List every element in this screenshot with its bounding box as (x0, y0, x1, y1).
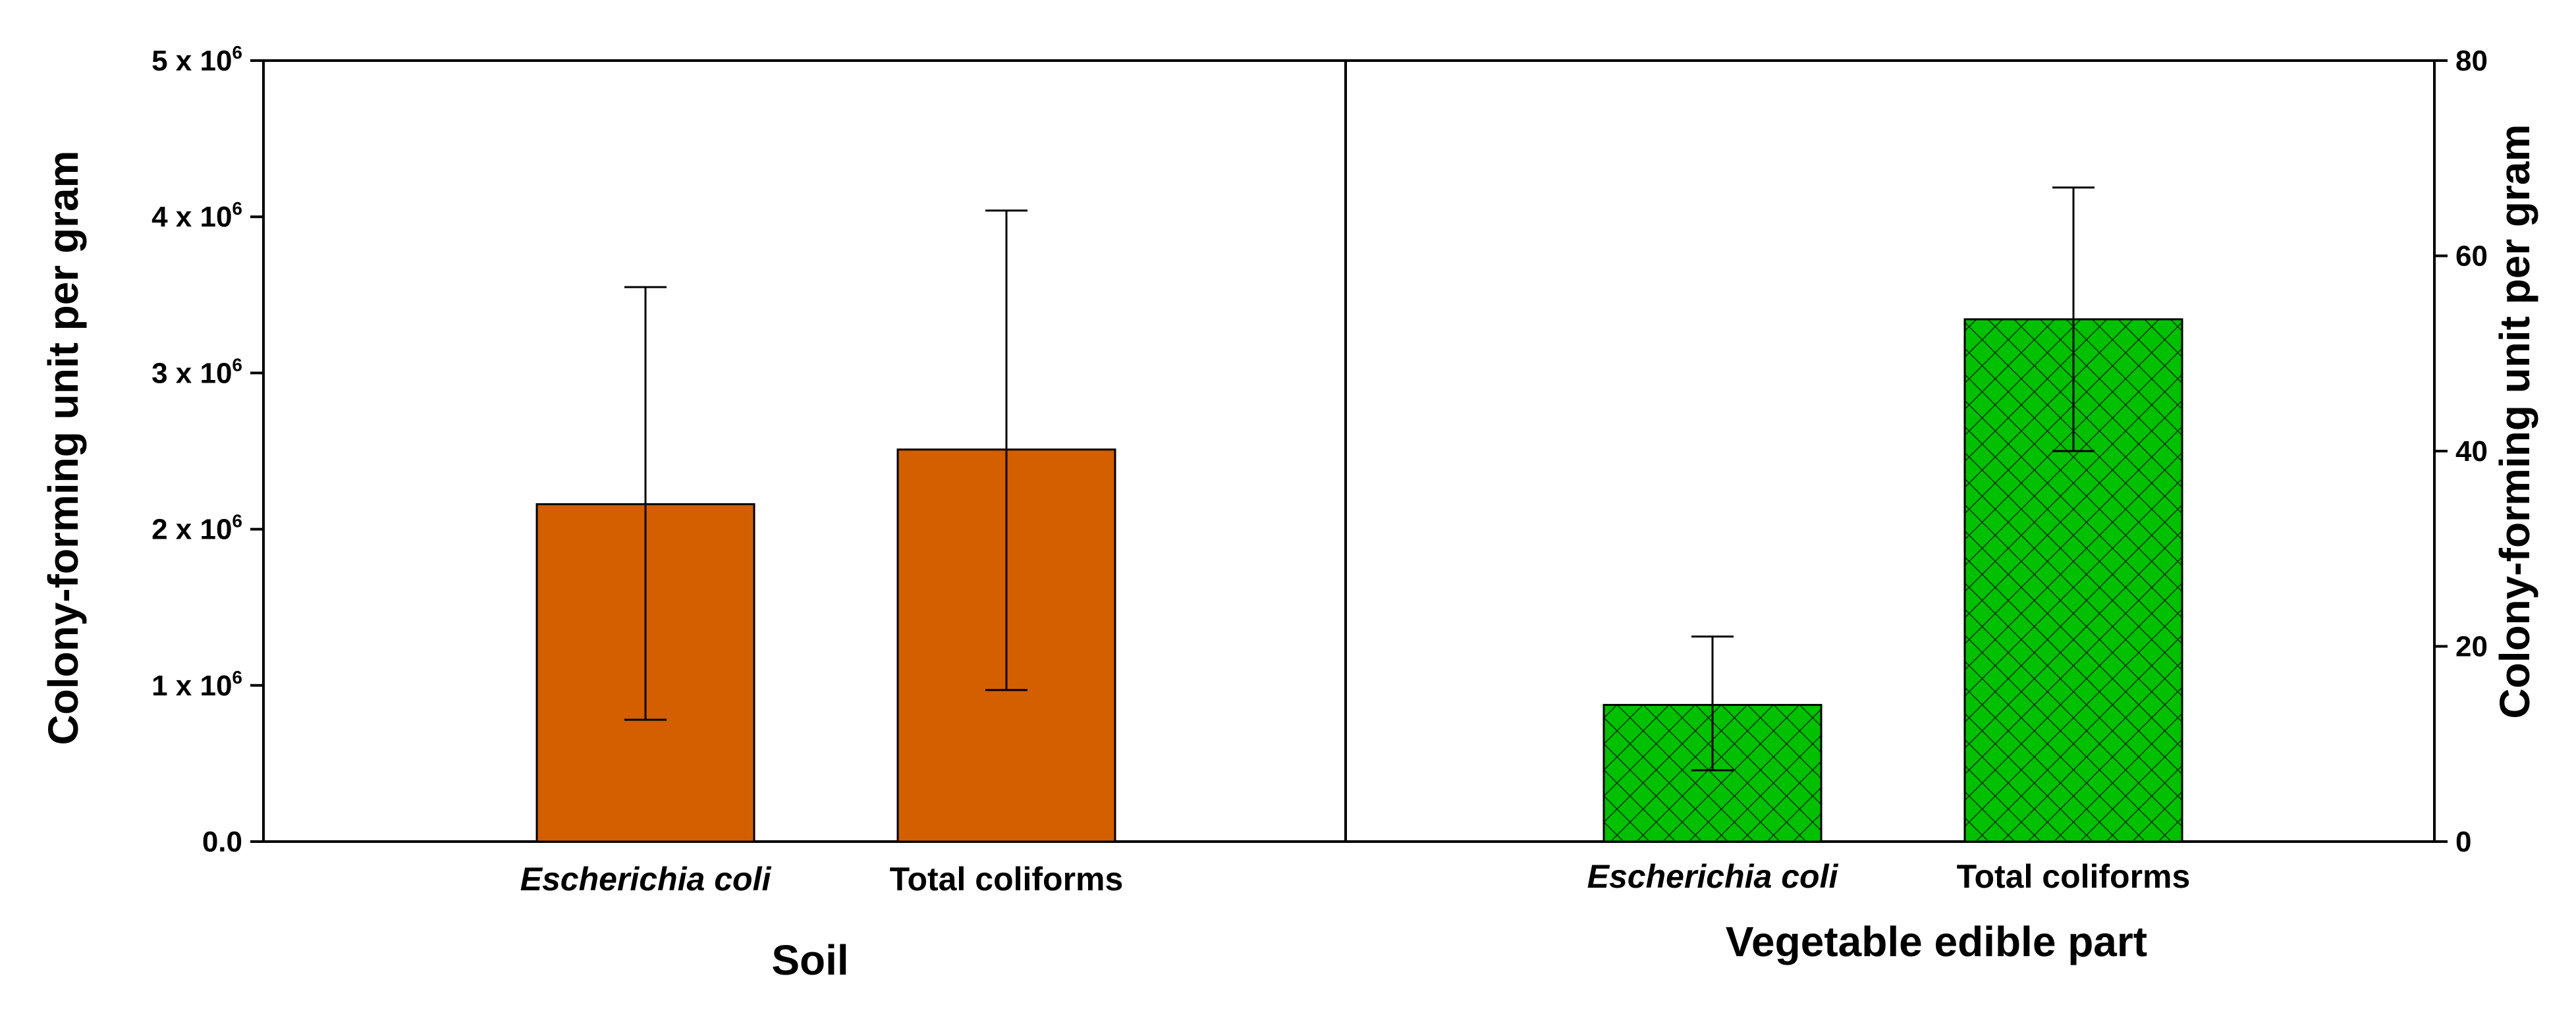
vegetable-panel: 0 20 40 60 80 Escherichia coli Total coliforms… (1344, 45, 2488, 965)
y-tick-label-base: 2 x 10 (151, 514, 232, 546)
panel-title: Vegetable edible part (1726, 918, 2147, 965)
category-label: Total coliforms (1957, 858, 2191, 895)
y-tick-label-base: 3 x 10 (151, 357, 232, 389)
y-tick-label-exponent: 6 (232, 198, 242, 219)
category-label: Escherichia coli (520, 861, 772, 898)
y-tick-label: 2 x 106 (151, 511, 242, 546)
plot-frame (1344, 59, 2436, 843)
y-tick-label-exponent: 6 (232, 511, 242, 531)
y-tick-label-base: 20 (2455, 631, 2488, 663)
y-tick-label: 3 x 106 (151, 354, 242, 389)
y-tick-label: 0 (2455, 826, 2471, 858)
y-tick-label-base: 5 x 10 (151, 45, 232, 77)
plot-frame (262, 59, 1347, 843)
y-tick-label: 60 (2455, 240, 2488, 273)
y-tick-label-exponent: 6 (232, 667, 242, 687)
category-label: Escherichia coli (1587, 858, 1839, 895)
y-tick-label: 1 x 106 (151, 667, 242, 702)
y-tick-label-exponent: 6 (232, 354, 242, 375)
category-label: Total coliforms (890, 861, 1124, 898)
y-tick-label: 4 x 106 (151, 198, 242, 233)
y-tick-label-exponent: 6 (232, 42, 242, 63)
y-tick-label: 80 (2455, 45, 2488, 77)
y-tick-label-base: 0 (2455, 826, 2471, 858)
y-tick-label: 40 (2455, 435, 2488, 468)
y-tick-label: 5 x 106 (151, 42, 242, 77)
panel-title: Soil (771, 936, 848, 984)
y-tick-label-base: 40 (2455, 435, 2488, 468)
y-tick-label-base: 4 x 10 (151, 201, 232, 233)
left-y-axis-title: Colony-forming unit per gram (40, 150, 87, 745)
y-tick-label-base: 0.0 (202, 826, 242, 858)
right-y-axis-title: Colony-forming unit per gram (2491, 124, 2538, 718)
y-tick-label-base: 1 x 10 (151, 670, 232, 702)
y-tick-label: 0.0 (202, 826, 242, 858)
y-tick-label-base: 80 (2455, 45, 2488, 77)
y-tick-label: 20 (2455, 631, 2488, 663)
y-tick-label-base: 60 (2455, 240, 2488, 273)
